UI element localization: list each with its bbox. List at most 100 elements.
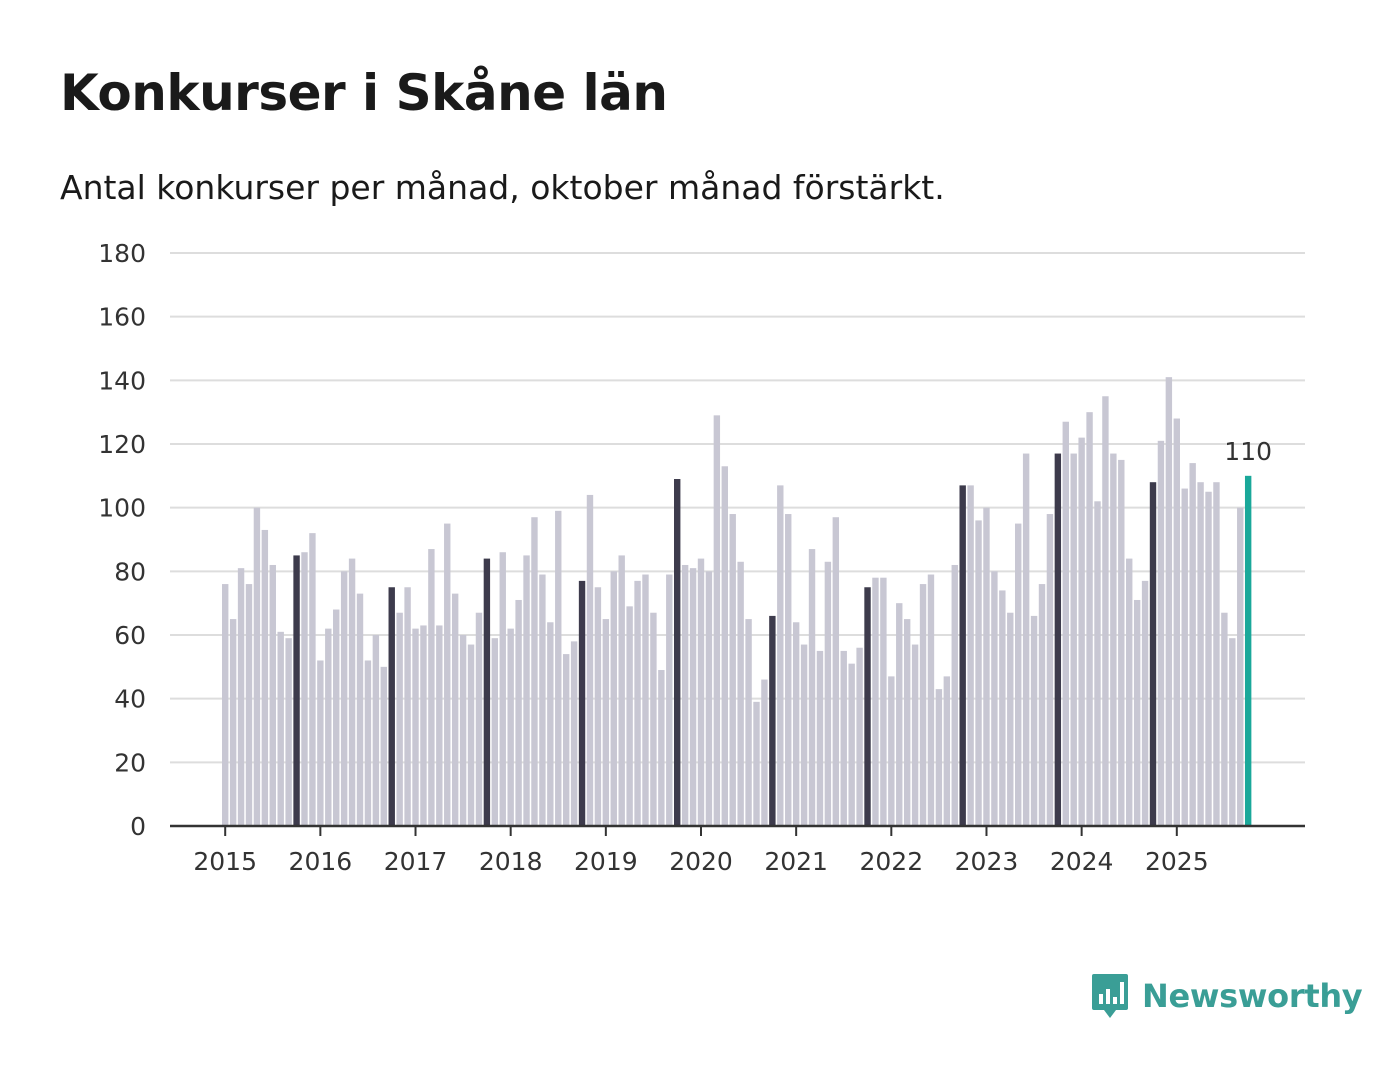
bar [935,689,943,826]
bar [285,638,292,826]
bar [412,628,419,826]
bar [539,574,546,826]
bar [737,561,744,826]
bar [467,644,475,826]
bar [1070,453,1077,826]
bar [848,663,855,826]
bar [753,701,760,826]
bar [356,593,364,826]
bar [531,517,538,826]
bar [547,622,554,826]
bar [1141,580,1149,826]
bar [991,571,998,826]
bar [222,584,229,826]
bar [610,571,617,826]
bar [483,558,491,826]
bar [1086,412,1093,826]
bar [578,580,586,826]
y-tick-label: 20 [114,748,146,777]
bar [666,574,673,826]
bar [888,676,895,826]
bar [1157,440,1165,826]
x-tick-label: 2022 [860,847,924,876]
bar [1229,638,1236,826]
bar [800,644,808,826]
bar [832,517,840,826]
bar [261,529,269,826]
bar [911,644,919,826]
bar [317,660,324,826]
bar [761,679,768,826]
bar [1237,507,1244,826]
bar [555,510,562,826]
bar [420,625,427,826]
bar [253,507,261,826]
x-tick-label: 2018 [479,847,543,876]
bar [1094,501,1101,826]
y-tick-label: 60 [114,621,146,650]
bar [697,558,705,826]
bar [301,552,308,826]
x-tick-label: 2016 [289,847,353,876]
bar [618,555,625,826]
bar [372,635,380,826]
bar [570,641,578,826]
bar [602,619,610,826]
bar [785,514,792,826]
bar [1078,437,1085,826]
bar [499,552,506,826]
bar [475,612,483,826]
bar [1189,463,1196,826]
x-tick-label: 2015 [193,847,257,876]
bar [269,564,276,826]
bar [364,660,372,826]
y-tick-label: 100 [98,494,146,523]
bar [340,571,348,826]
bar [1054,453,1062,826]
bar [1118,459,1125,826]
x-tick-label: 2019 [574,847,638,876]
y-tick-label: 80 [114,557,146,586]
bar [856,647,863,826]
bar [586,494,594,826]
bar [380,666,387,826]
bar [1062,421,1069,826]
bar [237,568,245,826]
bar [1244,475,1252,826]
brand-name: Newsworthy [1142,977,1363,1015]
bar [396,612,403,826]
bar [634,580,641,826]
bar [404,587,411,826]
bar [864,587,871,826]
bar [436,625,443,826]
y-tick-label: 180 [98,239,146,268]
bar [967,485,974,826]
bar [1165,377,1173,826]
bar [1149,482,1157,826]
x-tick-label: 2024 [1050,847,1114,876]
bar [880,577,887,826]
bar [658,670,665,826]
bar [1110,453,1117,826]
bar [562,654,570,826]
bar [943,676,951,826]
bar [293,555,300,826]
bar [333,609,340,826]
bar [872,577,879,826]
bar [1221,612,1228,826]
chart-title: Konkurser i Skåne län [60,64,668,122]
bar [769,615,776,826]
x-tick-label: 2025 [1145,847,1209,876]
bar [951,564,958,826]
bar [626,606,633,826]
bar [1015,523,1022,826]
bar [348,558,356,826]
bar [1173,418,1180,826]
bar [594,587,602,826]
bar [1181,488,1188,826]
bar [428,549,435,826]
bar [1126,558,1133,826]
bar [1133,599,1141,826]
bar [808,549,816,826]
bar [1038,584,1046,826]
